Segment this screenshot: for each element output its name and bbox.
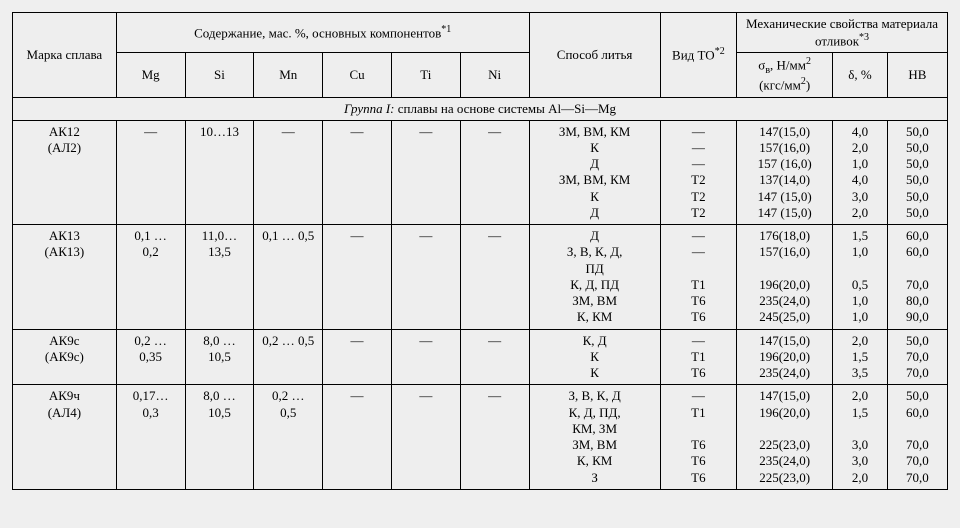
- page: Марка сплава Содержание, мас. %, основны…: [12, 12, 948, 490]
- cell-delta: 1,5 1,0 0,5 1,0 1,0: [833, 225, 888, 330]
- cell-cast: К, Д К К: [529, 329, 660, 385]
- col-delta: δ, %: [833, 53, 888, 97]
- cell-sigma: 147(15,0) 196(20,0) 235(24,0): [737, 329, 833, 385]
- cell-mg: —: [116, 120, 185, 225]
- cell-to: — — Т1 Т6 Т6: [660, 225, 736, 330]
- mech-group-note: *3: [859, 32, 869, 43]
- to-label: Вид ТО: [672, 47, 715, 62]
- col-brand: Марка сплава: [13, 13, 117, 98]
- cell-delta: 2,0 1,5 3,5: [833, 329, 888, 385]
- cell-mg: 0,1 … 0,2: [116, 225, 185, 330]
- table-row: АК9с (АК9с)0,2 … 0,358,0 … 10,50,2 … 0,5…: [13, 329, 948, 385]
- cell-si: 11,0… 13,5: [185, 225, 254, 330]
- col-cu: Cu: [323, 53, 392, 97]
- group-1-row: Группа I: сплавы на основе системы Al—Si…: [13, 97, 948, 120]
- table-header: Марка сплава Содержание, мас. %, основны…: [13, 13, 948, 98]
- cell-ti: —: [391, 120, 460, 225]
- col-si: Si: [185, 53, 254, 97]
- col-mn: Mn: [254, 53, 323, 97]
- cell-delta: 2,0 1,5 3,0 3,0 2,0: [833, 385, 888, 490]
- cell-si: 8,0 … 10,5: [185, 329, 254, 385]
- cell-mg: 0,17… 0,3: [116, 385, 185, 490]
- cell-cu: —: [323, 329, 392, 385]
- cell-cu: —: [323, 120, 392, 225]
- cell-hb: 50,0 70,0 70,0: [887, 329, 947, 385]
- col-to: Вид ТО*2: [660, 13, 736, 98]
- cell-mn: 0,2 … 0,5: [254, 329, 323, 385]
- cell-hb: 50,0 50,0 50,0 50,0 50,0 50,0: [887, 120, 947, 225]
- table-body: Группа I: сплавы на основе системы Al—Si…: [13, 97, 948, 489]
- cell-si: 8,0 … 10,5: [185, 385, 254, 490]
- cell-delta: 4,0 2,0 1,0 4,0 3,0 2,0: [833, 120, 888, 225]
- col-hb: HB: [887, 53, 947, 97]
- table-row: АК13 (АК13)0,1 … 0,211,0… 13,50,1 … 0,5—…: [13, 225, 948, 330]
- table-row: АК12 (АЛ2)—10…13————ЗМ, ВМ, КМ К Д ЗМ, В…: [13, 120, 948, 225]
- cell-mg: 0,2 … 0,35: [116, 329, 185, 385]
- cell-sigma: 176(18,0) 157(16,0) 196(20,0) 235(24,0) …: [737, 225, 833, 330]
- content-group-note: *1: [441, 24, 451, 35]
- cell-cast: З, В, К, Д К, Д, ПД, КМ, ЗМ ЗМ, ВМ К, КМ…: [529, 385, 660, 490]
- mech-group-label: Механические свойства материала отливок: [746, 16, 938, 48]
- cell-mn: 0,2 … 0,5: [254, 385, 323, 490]
- col-sigma: σв, Н/мм2(кгс/мм2): [737, 53, 833, 97]
- cell-to: — Т1 Т6 Т6 Т6: [660, 385, 736, 490]
- cell-mn: 0,1 … 0,5: [254, 225, 323, 330]
- cell-ni: —: [460, 385, 529, 490]
- cell-mn: —: [254, 120, 323, 225]
- col-ti: Ti: [391, 53, 460, 97]
- cell-cast: Д З, В, К, Д, ПД К, Д, ПД ЗМ, ВМ К, КМ: [529, 225, 660, 330]
- to-note: *2: [715, 46, 725, 57]
- cell-ti: —: [391, 329, 460, 385]
- col-casting: Способ литья: [529, 13, 660, 98]
- cell-to: — Т1 Т6: [660, 329, 736, 385]
- table-row: АК9ч (АЛ4)0,17… 0,38,0 … 10,50,2 … 0,5——…: [13, 385, 948, 490]
- cell-sigma: 147(15,0) 196(20,0) 225(23,0) 235(24,0) …: [737, 385, 833, 490]
- cell-brand: АК9с (АК9с): [13, 329, 117, 385]
- cell-cu: —: [323, 385, 392, 490]
- cell-to: — — — Т2 Т2 Т2: [660, 120, 736, 225]
- cell-ti: —: [391, 225, 460, 330]
- cell-cu: —: [323, 225, 392, 330]
- col-mg: Mg: [116, 53, 185, 97]
- cell-sigma: 147(15,0) 157(16,0) 157 (16,0) 137(14,0)…: [737, 120, 833, 225]
- cell-brand: АК9ч (АЛ4): [13, 385, 117, 490]
- cell-si: 10…13: [185, 120, 254, 225]
- cell-brand: АК12 (АЛ2): [13, 120, 117, 225]
- cell-ni: —: [460, 225, 529, 330]
- cell-hb: 50,0 60,0 70,0 70,0 70,0: [887, 385, 947, 490]
- cell-brand: АК13 (АК13): [13, 225, 117, 330]
- cell-cast: ЗМ, ВМ, КМ К Д ЗМ, ВМ, КМ К Д: [529, 120, 660, 225]
- col-ni: Ni: [460, 53, 529, 97]
- col-content-group: Содержание, мас. %, основных компонентов…: [116, 13, 529, 53]
- cell-ti: —: [391, 385, 460, 490]
- alloy-table: Марка сплава Содержание, мас. %, основны…: [12, 12, 948, 490]
- cell-ni: —: [460, 120, 529, 225]
- group-1-label: Группа I: сплавы на основе системы Al—Si…: [13, 97, 948, 120]
- cell-ni: —: [460, 329, 529, 385]
- cell-hb: 60,0 60,0 70,0 80,0 90,0: [887, 225, 947, 330]
- col-mech-group: Механические свойства материала отливок*…: [737, 13, 948, 53]
- content-group-label: Содержание, мас. %, основных компонентов: [194, 25, 441, 40]
